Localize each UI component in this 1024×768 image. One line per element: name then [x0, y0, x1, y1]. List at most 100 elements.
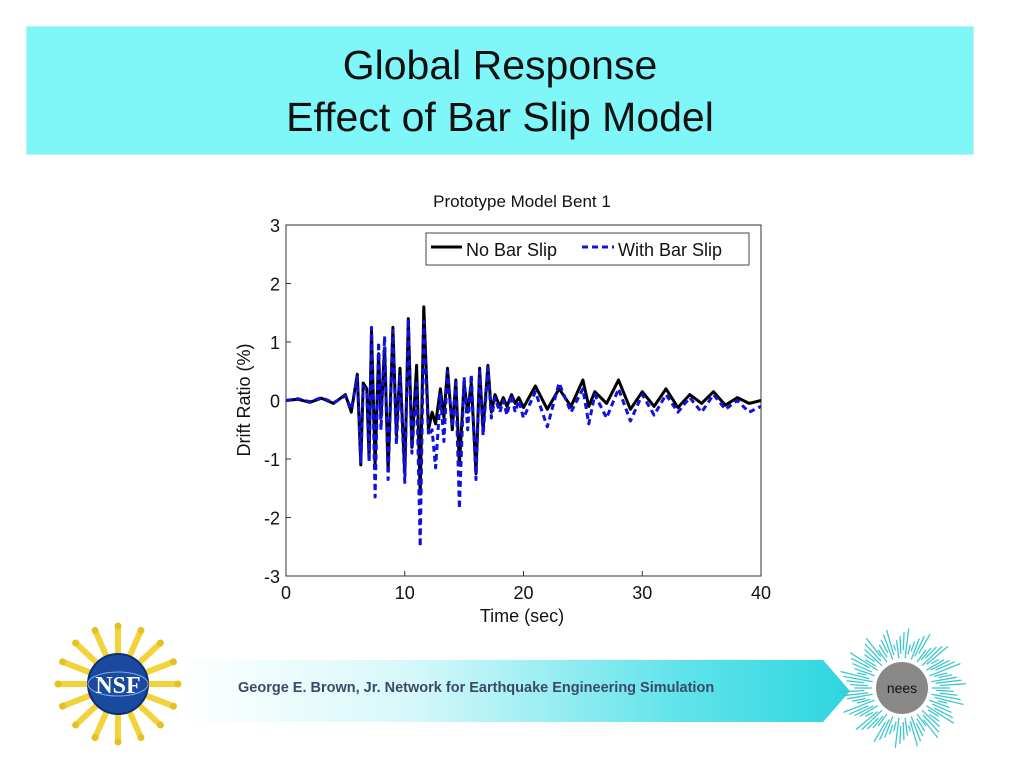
nees-ray [864, 643, 882, 662]
nees-ray [935, 661, 956, 671]
nees-ray [935, 689, 954, 692]
nsf-ray-tip [169, 702, 177, 710]
nees-ray [850, 684, 869, 687]
legend-label-with-slip: With Bar Slip [618, 240, 722, 260]
nees-ray [872, 715, 884, 729]
nsf-ray-tip [169, 658, 177, 666]
x-tick-label: 40 [751, 583, 771, 603]
nsf-ray-tip [59, 702, 67, 710]
nees-ray [902, 721, 905, 740]
y-axis-label: Drift Ratio (%) [234, 343, 254, 456]
nsf-ray-tip [91, 626, 99, 634]
nsf-globe-band [87, 671, 149, 697]
y-tick-label: 1 [270, 333, 280, 353]
nees-ray [931, 703, 952, 714]
nees-ray [933, 672, 948, 678]
series-lines [285, 305, 762, 549]
footer-text: George E. Brown, Jr. Network for Earthqu… [238, 680, 715, 696]
nees-ray [859, 705, 879, 717]
nees-ray [848, 705, 869, 715]
x-tick-label: 10 [395, 583, 415, 603]
nees-ray [938, 674, 953, 679]
nees-ray [929, 662, 961, 677]
nsf-ray [142, 658, 177, 676]
nees-ray [842, 692, 869, 697]
nees-ray [888, 724, 894, 735]
nsf-ray [59, 658, 94, 676]
nees-ray [921, 645, 943, 667]
y-tick-label: 2 [270, 275, 280, 295]
nsf-ray-tip [137, 626, 145, 634]
nsf-ray-tip [54, 680, 62, 688]
nees-ray [925, 705, 955, 724]
nees-ray [933, 707, 954, 719]
nees-ray [895, 640, 900, 659]
title-banner: Global Response Effect of Bar Slip Model [26, 26, 974, 155]
nees-ray [910, 641, 916, 652]
legend: No Bar Slip With Bar Slip [425, 232, 750, 266]
nees-ray [920, 647, 932, 661]
slide-title-line2: Effect of Bar Slip Model [286, 93, 714, 140]
nees-ray [840, 670, 870, 680]
nees-ray [914, 635, 926, 657]
x-axis-label: Time (sec) [480, 606, 564, 626]
nsf-ray [126, 627, 144, 660]
nsf-ray [72, 702, 100, 729]
nees-ray [878, 719, 890, 741]
nees-ray [909, 720, 919, 747]
nees-ray [864, 648, 883, 667]
nees-ray [922, 714, 940, 733]
nees-ray [852, 662, 873, 673]
nees-ray [935, 679, 962, 684]
nees-ray [910, 638, 920, 660]
nees-ray [939, 683, 966, 686]
nees-ray [843, 675, 873, 683]
nees-ray [924, 646, 937, 659]
nees-ray [856, 698, 871, 704]
nees-ray [838, 690, 865, 693]
nsf-ray-tip [72, 639, 80, 647]
legend-label-no-slip: No Bar Slip [466, 240, 557, 260]
nees-ray [843, 699, 875, 714]
nsf-ray [142, 692, 177, 710]
nees-ray [931, 676, 957, 683]
y-tick-label: 0 [270, 392, 280, 412]
nees-ray [854, 667, 875, 677]
nees-ray [925, 659, 945, 671]
nees-ray [850, 657, 871, 669]
nees-ray [930, 659, 950, 671]
plot-frame [285, 224, 762, 577]
nees-ray [884, 716, 894, 738]
nsf-ray-tip [91, 734, 99, 742]
nsf-ray-tip [156, 639, 164, 647]
nees-ray [847, 693, 873, 700]
nees-ray [882, 634, 894, 660]
nees-ray [849, 652, 879, 671]
nees-burst-icon [838, 628, 966, 748]
nees-ray [873, 721, 886, 743]
nees-ray [918, 633, 931, 655]
nees-ray [885, 629, 895, 656]
nees-ray [893, 721, 897, 732]
slide-title-line1: Global Response [342, 41, 658, 88]
chart-title: Prototype Model Bent 1 [433, 192, 611, 211]
nsf-ray [92, 627, 110, 660]
nees-ray [916, 713, 927, 727]
nees-ray [922, 719, 939, 739]
nees-ray [856, 672, 867, 676]
nees-ray [934, 696, 964, 706]
legend-box [425, 232, 750, 266]
nees-ray [915, 722, 924, 737]
nees-ray [861, 709, 883, 731]
nees-ray [864, 659, 877, 667]
nees-ray [854, 705, 874, 717]
nees-ray [916, 649, 927, 663]
nees-logo-text: nees [887, 680, 917, 696]
nees-ray [907, 725, 911, 732]
x-tick-label: 30 [632, 583, 652, 603]
nees-ray [921, 709, 940, 728]
nsf-ray [59, 692, 94, 710]
y-tick-label: -3 [264, 567, 280, 587]
nees-ray [851, 697, 866, 702]
